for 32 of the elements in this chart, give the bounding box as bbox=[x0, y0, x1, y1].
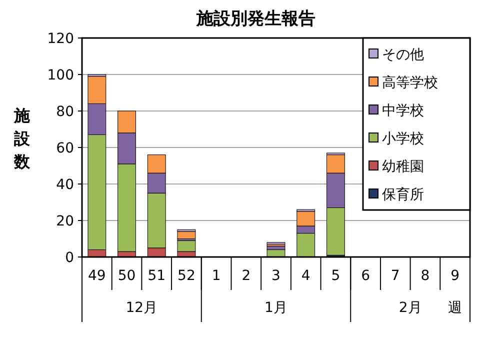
text: 12月 bbox=[126, 300, 158, 316]
text: 1月 bbox=[264, 300, 288, 316]
x-tick-label: 6 bbox=[361, 268, 370, 284]
x-axis-title: 週 bbox=[448, 300, 462, 316]
x-tick-label: 49 bbox=[88, 268, 106, 284]
y-tick-label: 20 bbox=[56, 214, 74, 230]
x-tick-label: 4 bbox=[301, 268, 310, 284]
legend-label: 高等学校 bbox=[382, 75, 438, 91]
y-tick-label: 60 bbox=[56, 140, 74, 156]
y-tick-label: 100 bbox=[47, 68, 74, 84]
y-tick-label: 0 bbox=[65, 250, 74, 266]
chart-title: 施設別発生報告 bbox=[196, 9, 316, 29]
x-tick-label: 50 bbox=[118, 268, 136, 284]
x-tick-label: 1 bbox=[212, 268, 221, 284]
legend-label: その他 bbox=[382, 47, 424, 63]
x-tick-label: 5 bbox=[331, 268, 340, 284]
y-tick-label: 80 bbox=[56, 104, 74, 120]
x-tick-label: 2 bbox=[242, 268, 251, 284]
legend-label: 小学校 bbox=[382, 131, 424, 147]
x-tick-label: 8 bbox=[420, 268, 430, 284]
x-tick-label: 52 bbox=[178, 268, 196, 284]
x-tick-label: 3 bbox=[272, 268, 280, 284]
text: 2月 bbox=[398, 300, 422, 316]
x-tick-label: 9 bbox=[450, 268, 460, 284]
y-tick-label: 40 bbox=[56, 177, 74, 193]
legend-label: 保育所 bbox=[382, 186, 424, 203]
legend-label: 幼稚園 bbox=[382, 159, 424, 175]
legend-label: 中学校 bbox=[382, 103, 424, 119]
x-tick-label: 51 bbox=[148, 268, 166, 284]
x-tick-label: 7 bbox=[390, 268, 400, 284]
y-axis-title: 施設数 bbox=[13, 106, 31, 171]
y-tick-label: 120 bbox=[47, 31, 74, 47]
